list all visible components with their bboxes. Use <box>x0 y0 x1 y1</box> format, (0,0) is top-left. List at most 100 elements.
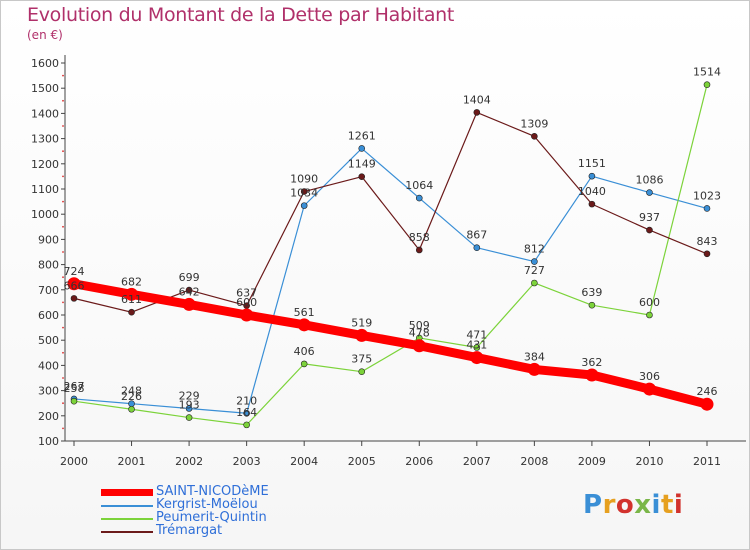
data-label: 1261 <box>348 129 376 142</box>
series-point <box>588 172 596 180</box>
legend-item: Trémargat <box>101 523 361 538</box>
y-minor-tick <box>62 74 64 77</box>
logo-letter: r <box>602 490 616 520</box>
data-label: 600 <box>236 296 257 309</box>
series-point <box>185 414 193 421</box>
data-label: 509 <box>409 319 430 332</box>
data-label: 1514 <box>693 66 721 79</box>
data-label: 639 <box>581 286 602 299</box>
y-minor-tick <box>62 402 64 405</box>
series-line-1 <box>73 147 708 414</box>
y-tick-label: 900 <box>38 233 59 246</box>
series-point <box>585 368 599 382</box>
series-point <box>473 244 481 252</box>
series-point <box>588 200 596 208</box>
data-label: 867 <box>466 229 487 242</box>
series-point <box>300 202 308 209</box>
y-minor-tick <box>62 225 64 228</box>
y-tick-label: 600 <box>38 309 59 322</box>
data-label: 406 <box>294 345 315 358</box>
data-label: 727 <box>524 264 545 277</box>
series-point <box>300 360 308 368</box>
data-label: 229 <box>179 389 200 402</box>
y-minor-tick <box>62 351 64 354</box>
x-tick-label: 2000 <box>60 455 88 468</box>
y-minor-tick <box>62 99 64 102</box>
series-point <box>358 145 366 152</box>
logo-letter: P <box>583 490 603 520</box>
series-point <box>243 409 250 417</box>
chart-subtitle: (en €) <box>27 28 63 42</box>
data-label: 1151 <box>578 157 606 170</box>
legend-label: Kergrist-Moëlou <box>156 497 258 512</box>
data-label: 210 <box>236 394 257 407</box>
data-label: 164 <box>236 406 257 419</box>
series-line-3 <box>73 111 708 313</box>
legend-item: Kergrist-Moëlou <box>101 497 361 512</box>
data-label: 375 <box>351 353 372 366</box>
data-label: 937 <box>639 211 660 224</box>
data-label: 519 <box>351 316 372 329</box>
legend-swatch <box>101 505 153 507</box>
data-label: 1034 <box>290 187 318 200</box>
series-point <box>415 246 423 254</box>
legend-label: Peumerit-Quintin <box>156 510 267 525</box>
logo-letter: o <box>615 490 635 520</box>
proxiti-logo: Proxiti <box>583 490 683 520</box>
legend-label: SAINT-NICODèME <box>156 484 269 499</box>
data-label: 384 <box>524 350 545 363</box>
y-tick-label: 1200 <box>31 158 59 171</box>
series-point <box>415 194 423 202</box>
y-tick-label: 100 <box>38 435 59 448</box>
data-label: 226 <box>121 390 142 403</box>
data-label: 1040 <box>578 185 606 198</box>
x-tick-label: 2001 <box>118 455 146 468</box>
y-tick-label: 700 <box>38 284 59 297</box>
legend-swatch <box>101 531 153 533</box>
logo-letter: i <box>651 490 661 520</box>
data-label: 362 <box>581 356 602 369</box>
series-point <box>125 287 139 301</box>
data-label: 478 <box>409 327 430 340</box>
legend-swatch <box>101 518 153 520</box>
y-minor-tick <box>62 276 64 279</box>
logo-letter: t <box>660 490 674 520</box>
data-label: 1090 <box>290 173 318 186</box>
series-point <box>243 421 250 429</box>
series-point <box>67 277 81 291</box>
legend-swatch <box>101 489 153 496</box>
data-label: 600 <box>639 296 660 309</box>
x-tick-label: 2010 <box>635 455 663 468</box>
series-point <box>70 397 78 405</box>
x-tick-label: 2006 <box>405 455 433 468</box>
y-minor-tick <box>62 301 64 304</box>
y-tick-label: 200 <box>38 410 59 423</box>
series-point <box>300 188 308 195</box>
series-point <box>700 397 714 411</box>
data-label: 858 <box>409 231 430 244</box>
y-minor-tick <box>62 377 64 379</box>
series-point <box>128 405 135 413</box>
y-tick-label: 500 <box>38 334 59 347</box>
series-point <box>128 308 135 316</box>
data-label: 1064 <box>405 179 433 192</box>
y-tick-label: 1400 <box>31 107 59 120</box>
data-label: 1086 <box>635 174 663 187</box>
x-tick-label: 2002 <box>175 455 203 468</box>
data-label: 843 <box>697 235 718 248</box>
data-label: 637 <box>236 287 257 300</box>
data-label: 1149 <box>348 158 376 171</box>
data-label: 306 <box>639 370 660 383</box>
series-point <box>185 286 193 294</box>
series-point <box>703 205 711 212</box>
series-point <box>646 226 653 234</box>
series-point <box>473 109 481 116</box>
data-label: 258 <box>64 382 85 395</box>
series-line-0 <box>69 279 712 409</box>
x-tick-label: 2011 <box>693 455 721 468</box>
legend-item: Peumerit-Quintin <box>101 510 361 525</box>
data-label: 471 <box>466 329 487 342</box>
y-minor-tick <box>62 427 64 430</box>
